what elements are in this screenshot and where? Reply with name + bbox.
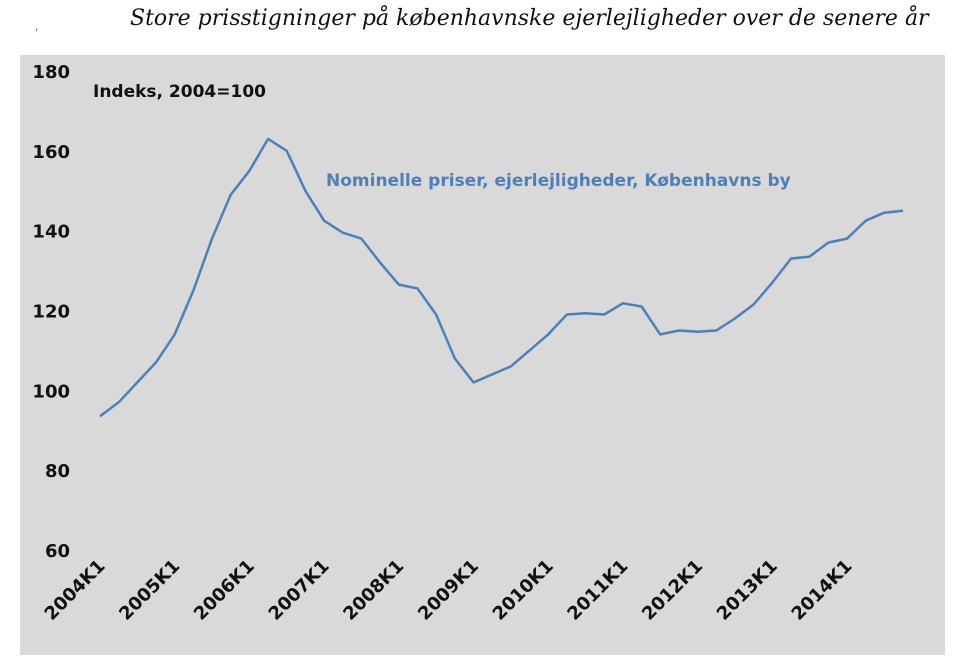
- y-tick-label: 80: [45, 461, 70, 482]
- y-tick-label: 140: [32, 222, 70, 243]
- y-tick-label: 100: [32, 381, 70, 402]
- y-tick-label: 60: [45, 541, 70, 562]
- y-axis: 60 80 100 120 140 160 180: [32, 62, 70, 562]
- series-line: [99, 137, 904, 418]
- y-tick-label: 120: [32, 302, 70, 323]
- y-tick-label: 160: [32, 142, 70, 163]
- corner-mark: ‚: [35, 22, 39, 33]
- plot-background: [20, 55, 945, 655]
- page-title: Store prisstigninger på københavnske eje…: [130, 6, 929, 31]
- y-tick-label: 180: [32, 62, 70, 83]
- index-annotation: Indeks, 2004=100: [93, 82, 266, 102]
- series-label: Nominelle priser, ejerlejligheder, Køben…: [326, 171, 791, 191]
